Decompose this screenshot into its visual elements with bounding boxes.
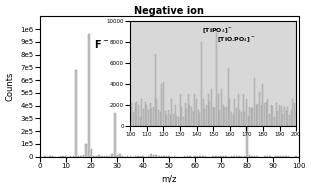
Bar: [88, 34, 90, 157]
Bar: [129, 156, 131, 157]
Bar: [285, 156, 286, 157]
Bar: [142, 156, 144, 157]
Bar: [109, 156, 110, 157]
Bar: [202, 156, 204, 157]
Bar: [117, 155, 118, 157]
Bar: [236, 156, 237, 157]
Bar: [225, 156, 227, 157]
Bar: [269, 156, 271, 157]
Bar: [187, 156, 188, 157]
Bar: [78, 156, 79, 157]
Bar: [114, 113, 115, 157]
Bar: [96, 156, 97, 157]
Bar: [160, 156, 162, 157]
Bar: [80, 156, 82, 157]
Bar: [156, 155, 157, 157]
Bar: [238, 156, 240, 157]
Bar: [194, 156, 196, 157]
Bar: [215, 156, 216, 157]
Bar: [280, 156, 281, 157]
Bar: [282, 156, 284, 157]
Bar: [233, 156, 235, 157]
Bar: [127, 156, 128, 157]
Bar: [295, 156, 297, 157]
Bar: [135, 156, 136, 157]
Bar: [101, 156, 103, 157]
Bar: [275, 156, 276, 157]
Bar: [122, 156, 123, 157]
Title: Negative ion: Negative ion: [134, 5, 204, 15]
Bar: [246, 126, 248, 157]
Bar: [218, 156, 219, 157]
Bar: [83, 155, 84, 157]
Bar: [111, 154, 113, 157]
Bar: [72, 156, 74, 157]
Bar: [249, 155, 250, 157]
Bar: [119, 154, 121, 157]
Y-axis label: Counts: Counts: [6, 72, 15, 101]
Bar: [49, 156, 51, 157]
Bar: [52, 156, 53, 157]
Bar: [75, 70, 77, 157]
Bar: [163, 156, 165, 157]
Bar: [70, 156, 72, 157]
Bar: [205, 156, 206, 157]
Bar: [267, 156, 268, 157]
Bar: [174, 156, 175, 157]
Bar: [184, 156, 185, 157]
Bar: [223, 156, 224, 157]
Bar: [60, 156, 61, 157]
Bar: [98, 155, 100, 157]
Bar: [106, 156, 108, 157]
Bar: [91, 149, 92, 157]
Bar: [104, 156, 105, 157]
Bar: [148, 156, 149, 157]
Text: F$^-$: F$^-$: [94, 38, 109, 50]
Bar: [86, 144, 87, 157]
Bar: [189, 156, 191, 157]
Bar: [153, 155, 154, 157]
Bar: [93, 156, 95, 157]
Bar: [150, 154, 152, 157]
X-axis label: m/z: m/z: [161, 174, 177, 184]
Bar: [230, 156, 232, 157]
Bar: [212, 156, 214, 157]
Bar: [277, 156, 279, 157]
Bar: [65, 156, 66, 157]
Bar: [244, 156, 245, 157]
